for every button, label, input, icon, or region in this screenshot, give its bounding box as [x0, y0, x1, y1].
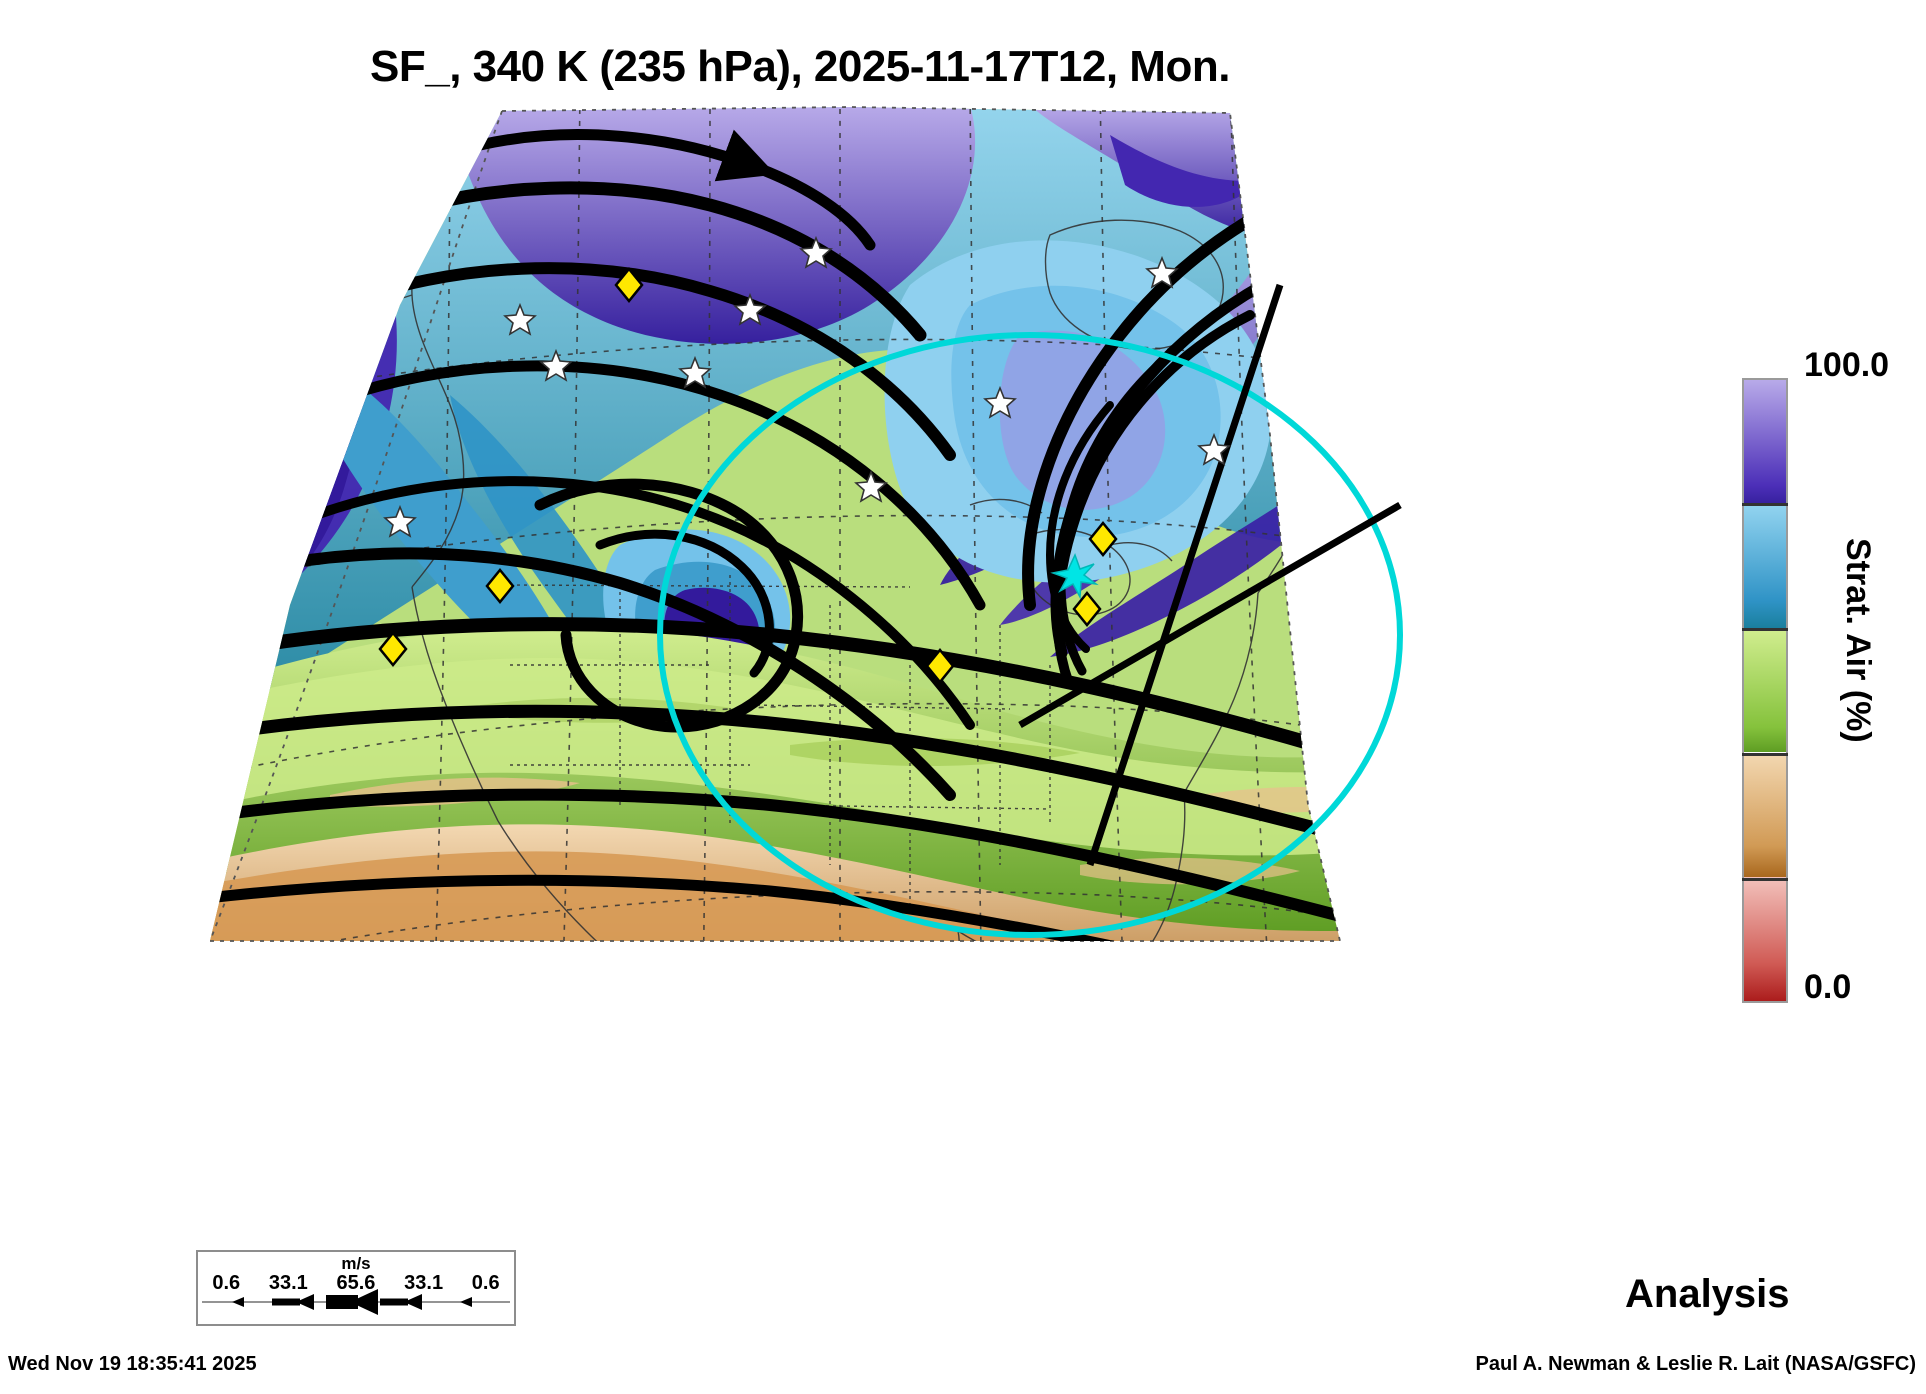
streamline-layer — [210, 129, 1340, 941]
station-marker[interactable] — [485, 568, 515, 604]
colorbar-tick — [1742, 878, 1788, 881]
colorbar-tick — [1742, 503, 1788, 506]
colorbar: 100.0 0.0 Strat. Air (%) — [1742, 346, 1922, 1006]
colorbar-min-label: 0.0 — [1804, 968, 1852, 1006]
station-marker[interactable] — [614, 267, 644, 303]
site-star-marker[interactable] — [799, 235, 833, 269]
site-star-marker[interactable] — [678, 355, 712, 389]
site-star-marker[interactable] — [1145, 255, 1179, 289]
wind-legend-value: 0.6 — [471, 1272, 500, 1294]
colorbar-tick — [1742, 628, 1788, 631]
flight-track-east — [1018, 501, 1402, 729]
colorbar-axis-title: Strat. Air (%) — [1839, 538, 1877, 743]
wind-legend-value: 65.6 — [336, 1272, 376, 1294]
site-star-marker[interactable] — [383, 504, 417, 538]
colorbar-tick — [1742, 753, 1788, 756]
site-star-marker[interactable] — [1197, 432, 1231, 466]
flight-range-circle — [657, 332, 1403, 938]
author-credit: Paul A. Newman & Leslie R. Lait (NASA/GS… — [1475, 1353, 1916, 1375]
wind-legend-values: 0.6 33.1 65.6 33.1 0.6 — [198, 1272, 514, 1295]
page-title: SF_, 340 K (235 hPa), 2025-11-17T12, Mon… — [370, 42, 1230, 91]
flight-track-north — [1086, 283, 1284, 867]
generation-timestamp: Wed Nov 19 18:35:41 2025 — [8, 1353, 257, 1375]
wind-legend-value: 33.1 — [404, 1272, 444, 1294]
analysis-label: Analysis — [1625, 1272, 1790, 1316]
station-marker[interactable] — [378, 631, 408, 667]
station-marker[interactable] — [1088, 521, 1118, 557]
wind-legend-value: 33.1 — [268, 1272, 308, 1294]
wind-legend-arrow-scale — [202, 1289, 510, 1315]
map-panel[interactable] — [150, 105, 1410, 1155]
station-marker[interactable] — [925, 648, 955, 684]
site-star-marker[interactable] — [503, 302, 537, 336]
flight-overlay-layer — [657, 283, 1403, 938]
colorbar-max-label: 100.0 — [1804, 346, 1890, 384]
wind-legend-value: 0.6 — [212, 1272, 241, 1294]
site-star-marker[interactable] — [733, 292, 767, 326]
aircraft-position-marker[interactable] — [1050, 553, 1099, 600]
site-star-marker[interactable] — [539, 348, 573, 382]
colorbar-gradient — [1742, 378, 1788, 1003]
site-star-marker[interactable] — [983, 385, 1017, 419]
map-domain-outline — [209, 106, 1341, 942]
wind-legend-unit-label: m/s — [341, 1254, 371, 1273]
map-plot[interactable] — [150, 105, 1410, 1155]
marker-layer[interactable] — [378, 235, 1231, 684]
station-marker[interactable] — [1072, 591, 1102, 627]
site-star-marker[interactable] — [854, 469, 888, 503]
wind-speed-legend: m/s 0.6 33.1 65.6 33.1 0.6 — [196, 1250, 516, 1326]
